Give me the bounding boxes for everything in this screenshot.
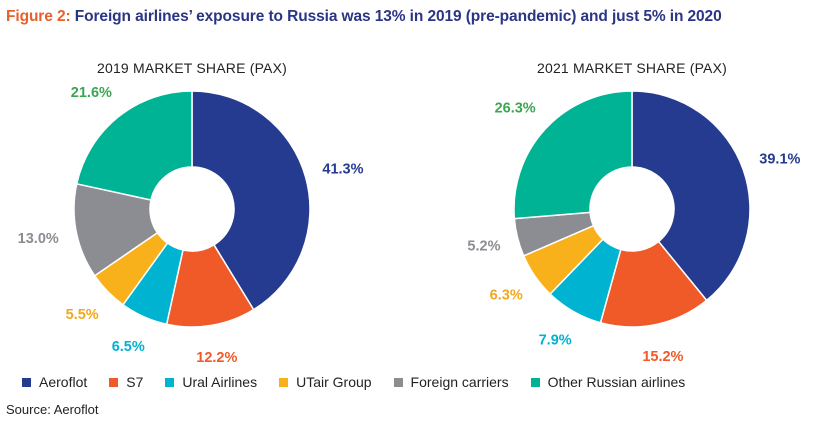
legend-label-aeroflot: Aeroflot <box>39 374 88 390</box>
legend: Aeroflot S7 Ural Airlines UTair Group Fo… <box>22 374 707 390</box>
legend-label-s7: S7 <box>126 374 144 390</box>
figure-title: Figure 2: Foreign airlines’ exposure to … <box>6 8 722 26</box>
legend-swatch-aeroflot <box>22 377 31 387</box>
legend-item-aeroflot: Aeroflot <box>22 374 87 390</box>
data-label-2021-utair-group: 6.3% <box>490 287 523 303</box>
legend-item-foreign-carriers: Foreign carriers <box>393 374 509 390</box>
slice-2021-other-russian-airlines <box>513 90 633 220</box>
legend-swatch-other-russian-airlines <box>530 377 540 387</box>
legend-item-utair-group: UTair Group <box>279 374 372 390</box>
slice-2021-s7 <box>599 240 708 328</box>
legend-swatch-utair-group <box>279 377 289 387</box>
legend-item-other-russian-airlines: Other Russian airlines <box>530 374 686 390</box>
data-label-2019-utair-group: 5.5% <box>66 307 99 323</box>
donut-charts: 41.3% 12.2% 6.5% 5.5% 13.0% 21.6% 39.1% 15.2% 7.… <box>18 85 801 366</box>
slice-2019-other-russian-airlines <box>75 90 193 201</box>
legend-label-other-russian-airlines: Other Russian airlines <box>547 374 686 390</box>
legend-swatch-ural-airlines <box>165 377 175 387</box>
legend-label-utair-group: UTair Group <box>296 374 372 390</box>
figure-title-text: Foreign airlines’ exposure to Russia was… <box>70 8 722 25</box>
source-note: Source: Aeroflot <box>6 402 99 417</box>
legend-item-ural-airlines: Ural Airlines <box>165 374 257 390</box>
data-label-2021-foreign-carriers: 5.2% <box>467 238 500 254</box>
chart-title-2021: 2021 MARKET SHARE (PAX) <box>536 60 728 76</box>
data-label-2021-s7: 15.2% <box>642 349 683 365</box>
chart-title-2019: 2019 MARKET SHARE (PAX) <box>96 60 288 76</box>
figure-title-prefix: Figure 2: <box>6 8 71 25</box>
data-label-2021-ural-airlines: 7.9% <box>539 332 572 348</box>
legend-swatch-s7 <box>109 377 119 387</box>
slice-2021-aeroflot <box>631 90 751 302</box>
data-label-2019-foreign-carriers: 13.0% <box>18 231 59 247</box>
legend-label-foreign-carriers: Foreign carriers <box>410 374 509 390</box>
data-label-2019-ural-airlines: 6.5% <box>112 339 145 355</box>
data-label-2019-s7: 12.2% <box>196 350 237 366</box>
data-label-2021-aeroflot: 39.1% <box>759 152 800 168</box>
data-label-2021-other-russian-airlines: 26.3% <box>495 100 536 116</box>
legend-item-s7: S7 <box>109 374 143 390</box>
legend-label-ural-airlines: Ural Airlines <box>182 374 258 390</box>
data-label-2019-aeroflot: 41.3% <box>322 161 363 177</box>
data-label-2019-other-russian-airlines: 21.6% <box>71 85 112 101</box>
slice-2019-aeroflot <box>191 90 311 311</box>
legend-swatch-foreign-carriers <box>393 377 403 387</box>
